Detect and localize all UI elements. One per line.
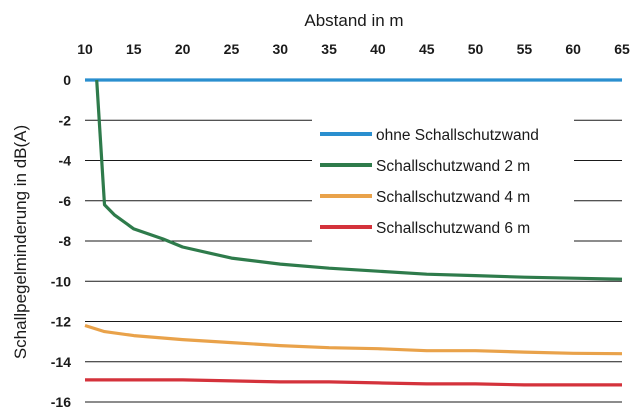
y-tick-label: -10: [51, 273, 71, 289]
y-tick-label: -6: [59, 193, 72, 209]
x-tick-labels: 10 15 20 25 30 35 40 45 50 55 60 65: [77, 41, 630, 57]
x-tick-label: 50: [468, 41, 484, 57]
x-tick-label: 15: [126, 41, 142, 57]
x-axis-title: Abstand in m: [304, 11, 403, 30]
x-tick-label: 10: [77, 41, 93, 57]
x-tick-label: 55: [517, 41, 533, 57]
legend: ohne Schallschutzwand Schallschutzwand 2 …: [312, 118, 574, 246]
y-tick-label: 0: [63, 72, 71, 88]
legend-label-3: Schallschutzwand 6 m: [376, 220, 530, 237]
legend-label-1: Schallschutzwand 2 m: [376, 158, 530, 175]
y-tick-label: -16: [51, 394, 71, 410]
legend-label-2: Schallschutzwand 4 m: [376, 189, 530, 206]
y-tick-label: -8: [59, 233, 72, 249]
legend-background: [312, 118, 574, 246]
series-line-3: [85, 378, 622, 387]
x-tick-label: 45: [419, 41, 435, 57]
x-tick-label: 30: [272, 41, 288, 57]
legend-label-0: ohne Schallschutzwand: [376, 127, 539, 144]
y-tick-label: -12: [51, 314, 71, 330]
series-line-1: [95, 79, 623, 281]
y-axis-title: Schallpegelminderung in dB(A): [11, 125, 30, 359]
y-tick-labels: 0 -2 -4 -6 -8 -10 -12 -14 -16: [51, 72, 71, 410]
x-tick-label: 35: [321, 41, 337, 57]
x-tick-label: 25: [224, 41, 240, 57]
x-tick-label: 20: [175, 41, 191, 57]
series-line-2: [84, 323, 623, 356]
y-tick-label: -4: [59, 153, 72, 169]
x-tick-label: 65: [614, 41, 630, 57]
x-tick-label: 40: [370, 41, 386, 57]
y-tick-label: -14: [51, 354, 71, 370]
y-tick-label: -2: [59, 112, 72, 128]
series-lines: [84, 78, 623, 387]
x-tick-label: 60: [565, 41, 581, 57]
